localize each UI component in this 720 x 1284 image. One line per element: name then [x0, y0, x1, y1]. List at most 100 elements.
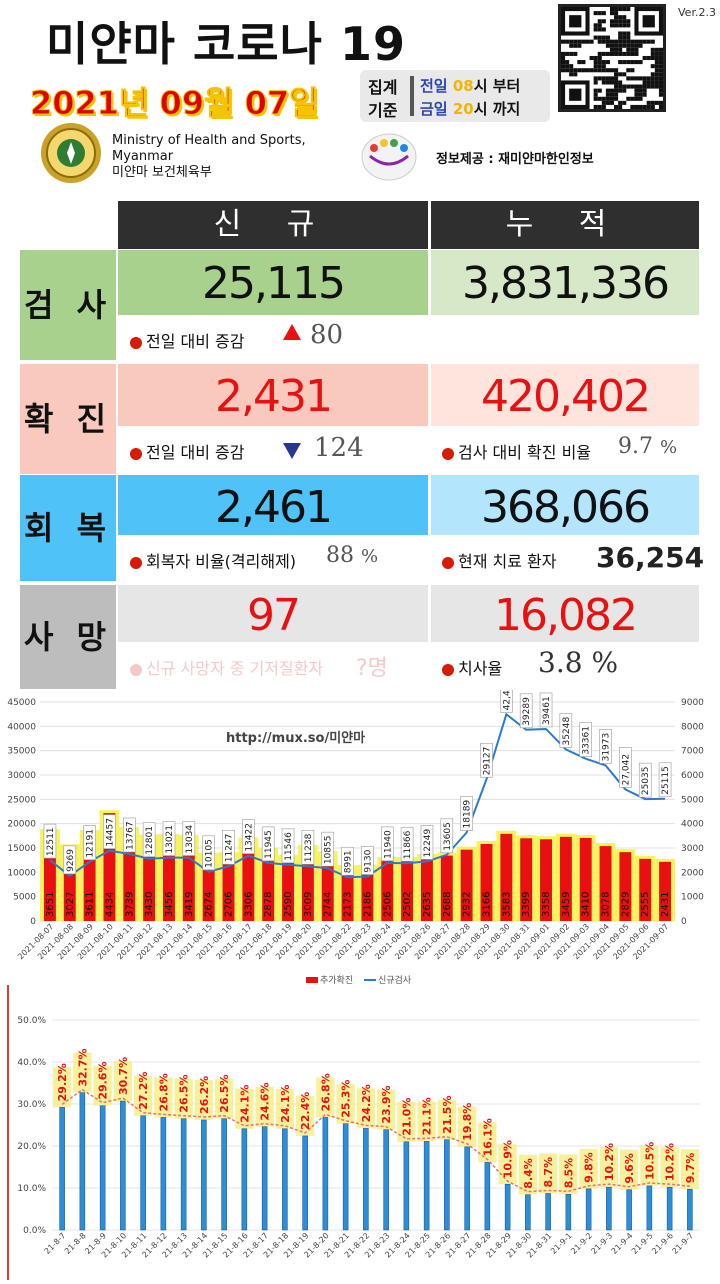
y-tick-left: 20000	[7, 820, 36, 830]
qr-code[interactable]	[558, 4, 666, 112]
test-total-value: 3,831,336	[431, 250, 699, 315]
case-label: 2744	[323, 892, 334, 917]
test-new-value: 25,115	[118, 250, 428, 315]
case-label: 3009	[303, 892, 314, 917]
case-bar	[83, 833, 96, 921]
case-label: 2186	[362, 892, 373, 917]
case-bar	[401, 860, 414, 921]
version-label: Ver.2.3	[678, 6, 716, 19]
case-bar	[460, 849, 473, 921]
y-tick: 0.0%	[23, 1226, 46, 1236]
rate-label: 10.2%	[603, 1143, 616, 1181]
test-label-box	[301, 830, 315, 865]
rate-label: 25.3%	[340, 1080, 353, 1118]
rate-bar	[160, 1117, 167, 1231]
confirmed-diff-row: 전일 대비 증감 124 검사 대비 확진 비율 9.7 %	[118, 426, 699, 471]
legend-cases-swatch	[306, 977, 318, 983]
y-tick-right: 3000	[681, 844, 704, 854]
test-label-box	[321, 831, 335, 867]
col-header-total: 누 적	[431, 201, 699, 249]
rate-bar	[79, 1092, 86, 1231]
case-label: 3651	[45, 892, 56, 917]
test-label-box	[658, 762, 672, 798]
rate-bar	[444, 1139, 450, 1231]
rate-bar	[180, 1118, 187, 1231]
case-bar	[361, 867, 374, 921]
label-highlight	[377, 1089, 396, 1130]
rate-label: 26.5%	[218, 1075, 231, 1113]
y-tick: 30.0%	[17, 1100, 46, 1110]
row-label-deaths: 사 망	[20, 585, 116, 689]
rate-bar	[464, 1146, 470, 1231]
case-label: 2674	[204, 892, 215, 917]
ministry-name: Ministry of Health and Sports, Myanmar 미…	[112, 133, 306, 180]
test-label-box	[638, 762, 652, 798]
down-triangle-icon	[283, 443, 301, 459]
period-box: 집계 기준 전일 08시 부터 금일 20시 까지	[360, 70, 550, 122]
case-label: 3358	[541, 892, 552, 917]
case-bar	[520, 838, 533, 921]
case-label: 3027	[65, 892, 76, 917]
rate-label: 24.2%	[360, 1084, 373, 1122]
case-bar	[639, 858, 652, 921]
label-highlight	[356, 1088, 375, 1129]
test-label: 18189	[463, 800, 473, 829]
y-tick-right: 8000	[681, 722, 704, 732]
label-highlight	[417, 1101, 436, 1142]
ministry-seal-logo	[40, 122, 102, 184]
case-label: 2555	[640, 892, 651, 917]
label-highlight	[620, 1149, 639, 1190]
test-label-box	[380, 826, 394, 862]
y-tick-left: 0	[30, 917, 36, 927]
test-label-box	[420, 825, 434, 860]
chart2-bg	[0, 985, 720, 1280]
test-label-box	[162, 821, 176, 856]
rate-bar	[241, 1128, 248, 1231]
test-label-box	[599, 729, 612, 764]
rate-label: 9.6%	[623, 1153, 636, 1184]
rate-bar	[201, 1119, 207, 1231]
case-label: 2688	[442, 892, 453, 917]
info-source: 정보제공 : 재미얀마한인정보	[436, 152, 594, 167]
y-tick-left: 25000	[7, 795, 36, 805]
rate-bar	[120, 1100, 126, 1231]
case-bar	[659, 861, 672, 921]
rate-label: 26.8%	[157, 1073, 170, 1111]
rate-bar	[585, 1188, 592, 1231]
label-highlight	[73, 1052, 92, 1093]
test-label: 11247	[225, 834, 235, 863]
test-label-box	[202, 835, 215, 871]
comorbidity-label: 신규 사망자 중 기저질환자	[130, 655, 323, 679]
y-tick: 20.0%	[17, 1142, 46, 1152]
test-label-box	[460, 796, 473, 831]
report-date: 2021년 09월 07일	[30, 84, 320, 123]
active-cases-value: 36,254	[596, 541, 705, 574]
label-highlight	[539, 1153, 558, 1194]
rate-label: 21.0%	[400, 1098, 413, 1136]
rate-label: 26.8%	[319, 1073, 332, 1111]
case-bar	[579, 838, 592, 921]
test-label-box	[261, 826, 275, 862]
case-label: 3078	[601, 892, 612, 917]
test-label: 9130	[363, 849, 373, 872]
row-label-test: 검 사	[20, 250, 116, 360]
label-highlight	[154, 1077, 173, 1118]
case-label: 3430	[144, 892, 155, 917]
y-tick: 50.0%	[17, 1016, 46, 1026]
case-label: 2635	[422, 892, 433, 917]
test-label-box	[83, 825, 96, 860]
rate-bar	[525, 1194, 531, 1231]
case-bar	[421, 856, 433, 921]
label-highlight	[93, 1065, 112, 1106]
case-bar	[301, 847, 314, 921]
daily-tests-cases-chart: 0 5000 10000 15000 20000 25000 30000 35000 40000…	[0, 684, 720, 986]
rate-label: 19.8%	[461, 1103, 474, 1141]
rate-bar	[322, 1117, 329, 1231]
rate-bar	[59, 1107, 65, 1231]
label-highlight	[478, 1122, 497, 1163]
rate-label: 26.5%	[178, 1075, 191, 1113]
test-label: 33361	[582, 726, 592, 755]
virus-icon	[130, 557, 142, 569]
test-label: 12801	[145, 826, 155, 855]
row-label-confirmed: 확 진	[20, 364, 116, 474]
